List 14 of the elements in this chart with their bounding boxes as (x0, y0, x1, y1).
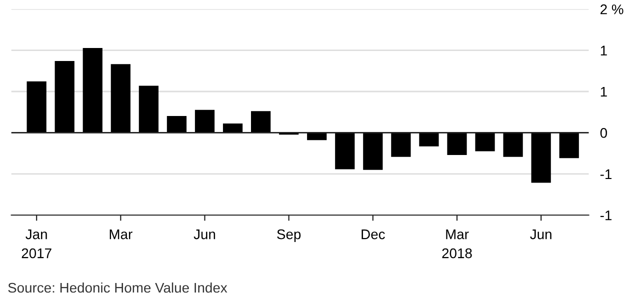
y-tick-label: -1 (600, 169, 612, 179)
x-tick-label: Jun (530, 230, 552, 240)
y-tick-label: -1 (600, 210, 612, 220)
x-tick-label: Dec (362, 230, 385, 240)
y-tick-label: 1 (600, 86, 607, 97)
y-tick-label: 1 (600, 46, 607, 56)
x-tick-label: Mar 2018 (442, 230, 472, 258)
x-tick-label: Jan 2017 (22, 230, 52, 258)
y-tick-label: 2 % (600, 4, 624, 14)
x-tick-label: Sep (277, 229, 301, 242)
source-note: Source: Hedonic Home Value Index (8, 282, 228, 293)
x-tick-label: Jun (194, 230, 216, 240)
x-tick-label: Mar (110, 230, 132, 240)
y-tick-label: 0 (600, 128, 608, 138)
